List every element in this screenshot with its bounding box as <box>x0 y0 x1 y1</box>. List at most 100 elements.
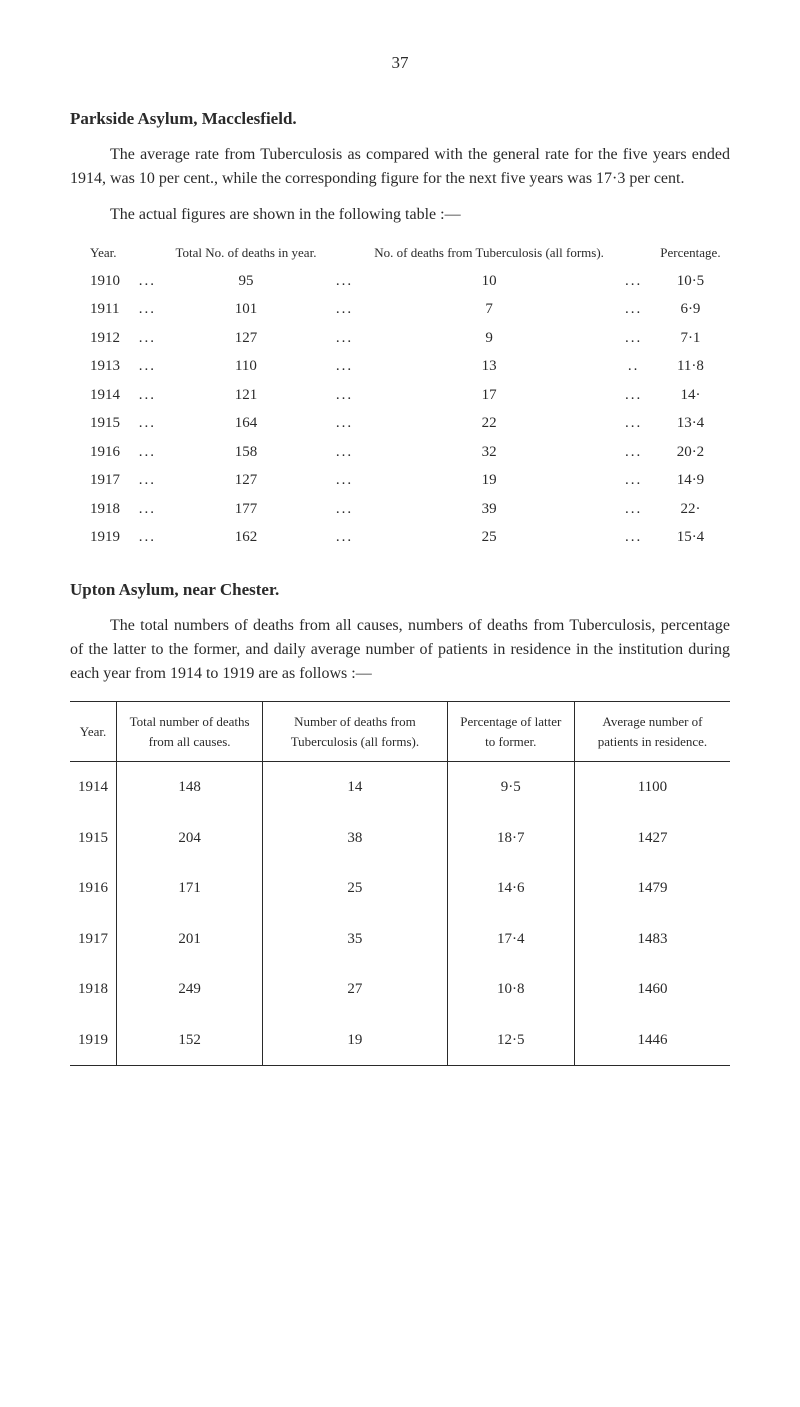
table1-cell-sep: ... <box>327 324 361 353</box>
table2-cell: 1460 <box>574 964 730 1015</box>
table2-cell: 1483 <box>574 914 730 965</box>
table2-cell: 1479 <box>574 863 730 914</box>
table1-cell-pct: 14·9 <box>651 466 730 495</box>
table1-cell-pct: 11·8 <box>651 352 730 381</box>
table-row: 19182492710·81460 <box>70 964 730 1015</box>
table1-cell-year: 1910 <box>70 267 130 296</box>
table1-cell-sep: ... <box>130 495 164 524</box>
table1-cell-sep: ... <box>130 324 164 353</box>
table2-cell: 9·5 <box>447 762 574 813</box>
table1-cell-sep: ... <box>327 267 361 296</box>
table2-cell: 25 <box>263 863 447 914</box>
table1-cell-total: 101 <box>165 295 328 324</box>
table1-header-sep <box>130 239 164 267</box>
table1-cell-total: 121 <box>165 381 328 410</box>
table2-cell: 17·4 <box>447 914 574 965</box>
table-row: 1916...158...32...20·2 <box>70 438 730 467</box>
table1-cell-sep: ... <box>327 295 361 324</box>
page-number: 37 <box>70 50 730 76</box>
table1-cell-year: 1918 <box>70 495 130 524</box>
table2: Year. Total number of deaths from all ca… <box>70 701 730 1066</box>
table1-cell-tb: 9 <box>362 324 617 353</box>
table2-cell: 19 <box>263 1015 447 1066</box>
table1-cell-total: 177 <box>165 495 328 524</box>
table1-header-total: Total No. of deaths in year. <box>165 239 328 267</box>
table1-cell-year: 1913 <box>70 352 130 381</box>
table2-cell: 14 <box>263 762 447 813</box>
table1-cell-sep: ... <box>327 381 361 410</box>
table1-cell-sep: .. <box>616 352 650 381</box>
table2-cell: 1918 <box>70 964 117 1015</box>
table1-cell-sep: ... <box>130 409 164 438</box>
table1-cell-sep: ... <box>327 495 361 524</box>
table1-header-row: Year. Total No. of deaths in year. No. o… <box>70 239 730 267</box>
table1-cell-sep: ... <box>130 523 164 552</box>
table1-cell-total: 95 <box>165 267 328 296</box>
table-row: 1914...121...17...14· <box>70 381 730 410</box>
table1-cell-sep: ... <box>327 523 361 552</box>
table1-cell-tb: 25 <box>362 523 617 552</box>
table2-cell: 1427 <box>574 813 730 864</box>
table1-cell-sep: ... <box>616 438 650 467</box>
table2-header-avg: Average number of patients in residence. <box>574 702 730 762</box>
table1-cell-pct: 22· <box>651 495 730 524</box>
table1-cell-total: 127 <box>165 466 328 495</box>
table-row: 1910...95...10...10·5 <box>70 267 730 296</box>
table2-cell: 1917 <box>70 914 117 965</box>
table-row: 19191521912·51446 <box>70 1015 730 1066</box>
table1-cell-sep: ... <box>616 523 650 552</box>
table1-cell-tb: 10 <box>362 267 617 296</box>
table2-cell: 35 <box>263 914 447 965</box>
table1-cell-tb: 22 <box>362 409 617 438</box>
table1-cell-sep: ... <box>616 267 650 296</box>
table2-cell: 1446 <box>574 1015 730 1066</box>
table2-cell: 201 <box>117 914 263 965</box>
table1-header-sep <box>327 239 361 267</box>
table2-cell: 27 <box>263 964 447 1015</box>
table1-cell-sep: ... <box>130 267 164 296</box>
table1-cell-year: 1915 <box>70 409 130 438</box>
table-row: 19161712514·61479 <box>70 863 730 914</box>
table1-cell-year: 1919 <box>70 523 130 552</box>
table1-cell-year: 1914 <box>70 381 130 410</box>
table1-cell-pct: 7·1 <box>651 324 730 353</box>
table-row: 1917...127...19...14·9 <box>70 466 730 495</box>
table2-header-tb: Number of deaths from Tuberculosis (all … <box>263 702 447 762</box>
table-row: 1919...162...25...15·4 <box>70 523 730 552</box>
table1-cell-year: 1912 <box>70 324 130 353</box>
table2-cell: 18·7 <box>447 813 574 864</box>
table1-cell-pct: 6·9 <box>651 295 730 324</box>
table2-cell: 204 <box>117 813 263 864</box>
table2-cell: 1916 <box>70 863 117 914</box>
table2-header-row: Year. Total number of deaths from all ca… <box>70 702 730 762</box>
table2-cell: 171 <box>117 863 263 914</box>
section2-paragraph: The total numbers of deaths from all cau… <box>70 614 730 686</box>
table1-cell-pct: 15·4 <box>651 523 730 552</box>
table-row: 1911...101...7...6·9 <box>70 295 730 324</box>
table1-cell-year: 1917 <box>70 466 130 495</box>
table1-intro: The actual figures are shown in the foll… <box>70 203 730 227</box>
table2-header-total: Total number of deaths from all causes. <box>117 702 263 762</box>
table2-cell: 249 <box>117 964 263 1015</box>
table1-cell-sep: ... <box>327 466 361 495</box>
table1-cell-sep: ... <box>616 466 650 495</box>
table2-cell: 1100 <box>574 762 730 813</box>
table1-cell-pct: 14· <box>651 381 730 410</box>
table1-header-year: Year. <box>70 239 130 267</box>
table1-cell-total: 162 <box>165 523 328 552</box>
table1-cell-total: 127 <box>165 324 328 353</box>
section1-paragraph: The average rate from Tuberculosis as co… <box>70 143 730 191</box>
table1-cell-total: 110 <box>165 352 328 381</box>
table-row: 1915...164...22...13·4 <box>70 409 730 438</box>
table2-cell: 148 <box>117 762 263 813</box>
table2-header-pct: Percentage of latter to former. <box>447 702 574 762</box>
table1-cell-sep: ... <box>130 352 164 381</box>
table1-cell-tb: 7 <box>362 295 617 324</box>
table1-cell-tb: 13 <box>362 352 617 381</box>
table-row: 1912...127...9...7·1 <box>70 324 730 353</box>
table1-cell-tb: 39 <box>362 495 617 524</box>
table1-cell-pct: 13·4 <box>651 409 730 438</box>
table2-cell: 1915 <box>70 813 117 864</box>
table-row: 1914148149·51100 <box>70 762 730 813</box>
table1-cell-pct: 10·5 <box>651 267 730 296</box>
